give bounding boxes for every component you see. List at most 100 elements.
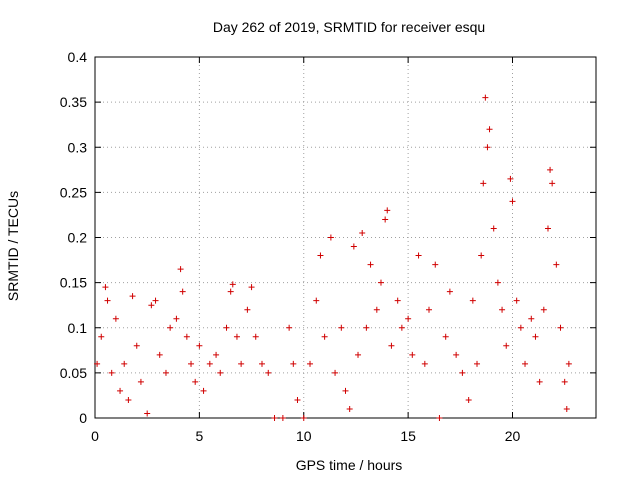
data-point — [223, 324, 230, 331]
y-tick-label: 0.15 — [60, 275, 87, 291]
data-point — [557, 324, 564, 331]
y-axis-label: SRMTID / TECUs — [5, 191, 21, 301]
data-point — [307, 360, 314, 367]
data-point — [355, 351, 362, 358]
data-point — [192, 378, 199, 385]
data-point — [290, 360, 297, 367]
data-point — [474, 360, 481, 367]
data-point — [480, 180, 487, 187]
data-point — [394, 297, 401, 304]
data-point — [509, 198, 516, 205]
data-point — [409, 351, 416, 358]
data-point — [125, 396, 132, 403]
data-point — [152, 297, 159, 304]
data-point — [244, 306, 251, 313]
data-point — [112, 315, 119, 322]
data-point — [121, 360, 128, 367]
data-point — [233, 333, 240, 340]
x-tick-label: 20 — [505, 428, 521, 444]
data-point — [342, 387, 349, 394]
data-point — [102, 284, 109, 291]
data-point — [162, 369, 169, 376]
data-point — [350, 243, 357, 250]
plot-frame — [94, 56, 597, 419]
data-point — [117, 387, 124, 394]
data-point — [486, 126, 493, 133]
data-point — [94, 360, 101, 367]
data-point — [259, 360, 265, 367]
data-point — [144, 410, 151, 417]
data-point — [484, 144, 491, 151]
data-point — [415, 252, 422, 259]
data-point — [507, 175, 514, 182]
data-point — [332, 369, 339, 376]
data-point — [384, 207, 391, 214]
data-point — [188, 360, 195, 367]
data-point — [217, 369, 224, 376]
data-point — [206, 360, 213, 367]
y-tick-label: 0.1 — [68, 320, 88, 336]
data-point — [517, 324, 524, 331]
data-point — [183, 333, 190, 340]
data-point — [436, 415, 443, 421]
data-point — [405, 315, 412, 322]
data-point — [377, 279, 384, 286]
y-tick-label: 0.35 — [60, 94, 87, 110]
data-point — [528, 315, 535, 322]
data-point — [446, 288, 453, 295]
y-tick-label: 0.25 — [60, 184, 87, 200]
data-point — [442, 333, 449, 340]
data-point — [459, 369, 466, 376]
data-point — [317, 252, 324, 259]
data-point — [553, 261, 560, 268]
data-point — [321, 333, 328, 340]
data-point — [177, 266, 184, 273]
data-point — [453, 351, 460, 358]
data-point — [544, 225, 551, 232]
data-point — [179, 288, 186, 295]
data-point — [563, 405, 570, 412]
data-point — [494, 279, 501, 286]
data-point — [540, 306, 547, 313]
data-point — [363, 324, 370, 331]
data-point — [338, 324, 345, 331]
data-point — [265, 369, 272, 376]
data-point — [469, 297, 476, 304]
data-point — [227, 288, 234, 295]
data-point — [398, 324, 405, 331]
data-point — [229, 281, 236, 288]
data-point — [388, 342, 395, 349]
data-point — [421, 360, 428, 367]
data-point — [313, 297, 320, 304]
data-point — [148, 302, 155, 309]
y-tick-label: 0.2 — [68, 230, 88, 246]
data-point — [98, 333, 105, 340]
data-point — [248, 284, 255, 291]
data-point — [359, 229, 366, 236]
data-point — [213, 351, 220, 358]
data-point — [565, 360, 572, 367]
data-point — [465, 396, 472, 403]
data-point — [490, 225, 497, 232]
x-axis-label: GPS time / hours — [296, 457, 403, 473]
grid-lines — [95, 57, 596, 418]
data-point — [238, 360, 245, 367]
data-point — [547, 166, 554, 173]
data-point — [137, 378, 144, 385]
data-point — [129, 293, 136, 300]
data-point — [482, 94, 489, 101]
data-point — [522, 360, 529, 367]
axis-ticks: 0 0.05 0.1 0.15 0.2 0.25 0.3 0.35 0.4 0 5 10 15 20 — [60, 49, 596, 444]
x-tick-label: 0 — [91, 428, 99, 444]
data-point — [279, 415, 286, 421]
data-point — [294, 396, 301, 403]
data-point — [532, 333, 539, 340]
data-point — [503, 342, 510, 349]
data-point — [499, 306, 506, 313]
data-point — [271, 415, 278, 421]
data-point — [167, 324, 174, 331]
y-tick-label: 0 — [79, 410, 87, 426]
data-point — [346, 405, 353, 412]
data-point — [327, 234, 334, 241]
data-point — [367, 261, 374, 268]
